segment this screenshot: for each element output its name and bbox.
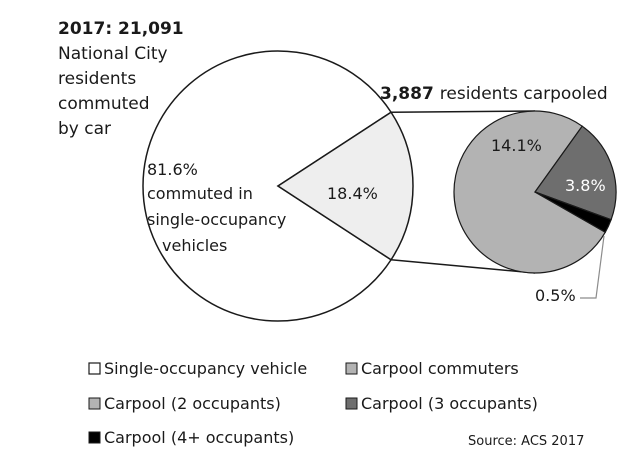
legend-label-carpool-2: Carpool (2 occupants) — [104, 394, 281, 413]
legend-label-carpool-commuters: Carpool commuters — [361, 359, 519, 378]
main-slice-sublabel-2: single-occupancy — [147, 210, 286, 229]
chart-title-line-2: residents — [58, 69, 136, 89]
connector-line-top — [391, 110, 536, 113]
detail-slice-label-3-occupants: 3.8% — [565, 176, 606, 195]
detail-slice-leader-line — [580, 235, 605, 299]
carpooled-count: 3,887 — [380, 84, 434, 104]
main-slice-carpool-commuters — [276, 111, 414, 261]
detail-pie — [453, 110, 617, 274]
connector-line-bottom — [391, 259, 536, 274]
main-slice-sublabel-1: commuted in — [147, 184, 253, 203]
main-slice-sublabel-3: vehicles — [162, 236, 227, 255]
chart-title-line-3: commuted — [58, 94, 150, 114]
detail-slice-carpool-2-occupants — [453, 110, 607, 274]
source-note: Source: ACS 2017 — [468, 434, 584, 449]
main-slice-label-single: 81.6% — [147, 160, 198, 179]
legend-label-carpool-3: Carpool (3 occupants) — [361, 394, 538, 413]
chart-title-year: 2017: 21,091 — [58, 19, 184, 39]
chart-title-line-4: by car — [58, 119, 111, 139]
legend-swatch-carpool-4plus — [88, 431, 101, 444]
legend-label-carpool-4plus: Carpool (4+ occupants) — [104, 428, 294, 447]
carpooled-text: residents carpooled — [440, 84, 608, 104]
detail-slice-carpool-3-occupants — [534, 125, 617, 221]
legend-label-single-occupancy: Single-occupancy vehicle — [104, 359, 307, 378]
legend-swatch-single-occupancy — [88, 362, 101, 375]
detail-slice-label-4-occupants: 0.5% — [535, 286, 576, 305]
connector-lines — [391, 110, 536, 274]
legend-swatch-carpool-2 — [88, 397, 101, 410]
legend-swatch-carpool-3 — [345, 397, 358, 410]
main-pie — [142, 50, 414, 322]
legend-swatch-carpool-commuters — [345, 362, 358, 375]
chart-title-line-1: National City — [58, 44, 168, 64]
detail-slice-label-2-occupants: 14.1% — [491, 136, 542, 155]
main-slice-single-occupancy-vehicle — [142, 50, 393, 322]
detail-pie-header: 3,887 residents carpooled — [380, 84, 608, 104]
legend: Single-occupancy vehicle Carpool commute… — [88, 359, 538, 447]
main-slice-label-carpool: 18.4% — [327, 184, 378, 203]
detail-slice-carpool-4-occupants — [534, 191, 612, 234]
